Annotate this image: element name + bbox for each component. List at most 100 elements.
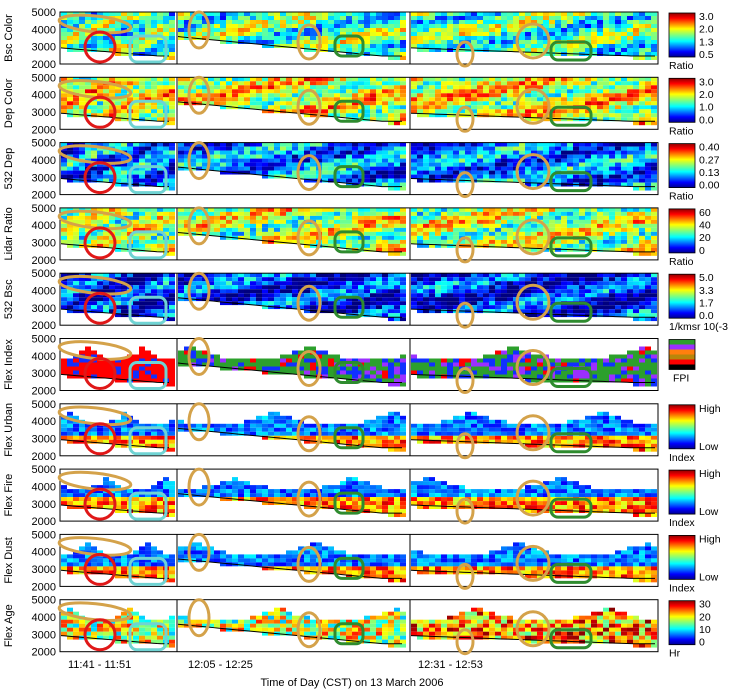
colorbar-tick-label: 20 <box>699 611 711 623</box>
colorbar <box>669 601 695 645</box>
colorbar-unit-label: Index <box>669 452 695 464</box>
y-tick-label: 2000 <box>32 255 56 267</box>
colorbar-tick-label: 1.3 <box>699 36 714 48</box>
colorbar-tick-label: 30 <box>699 599 711 611</box>
colorbar-swatch <box>669 365 695 370</box>
colorbar-tick-label: High <box>699 403 721 415</box>
y-tick-label: 3000 <box>32 172 56 184</box>
y-tick-label: 5000 <box>32 203 56 215</box>
y-tick-label: 2000 <box>32 124 56 136</box>
colorbar-tick-label: 3.0 <box>699 11 714 23</box>
y-tick-label: 4000 <box>32 286 56 298</box>
y-tick-label: 2000 <box>32 516 56 528</box>
y-tick-label: 3000 <box>32 238 56 250</box>
y-tick-label: 5000 <box>32 72 56 84</box>
colorbar <box>669 13 695 57</box>
colorbar <box>669 274 695 318</box>
x-axis-title: Time of Day (CST) on 13 March 2006 <box>261 677 444 689</box>
colorbar-tick-label: 5.0 <box>699 272 714 284</box>
y-tick-label: 3000 <box>32 303 56 315</box>
colorbar-tick-label: 10 <box>699 624 711 636</box>
colorbar-tick-label: 2.0 <box>699 89 714 101</box>
y-tick-label: 2000 <box>32 581 56 593</box>
y-tick-label: 3000 <box>32 433 56 445</box>
y-tick-label: 4000 <box>32 220 56 232</box>
panel-3: 532 Dep50004000300020000.400.270.130.00R… <box>3 138 720 203</box>
colorbar-tick-label: 0.0 <box>699 114 714 126</box>
x-segment-label: 11:41 - 11:51 <box>68 659 131 671</box>
x-segment-label: 12:05 - 12:25 <box>188 659 253 671</box>
y-tick-label: 5000 <box>32 464 56 476</box>
y-tick-label: 3000 <box>32 564 56 576</box>
colorbar-unit-label: Ratio <box>669 256 694 268</box>
colorbar-tick-label: 3.3 <box>699 285 714 297</box>
colorbar-tick-label: Low <box>699 571 719 583</box>
y-axis-label: Flex Urban <box>3 403 15 457</box>
y-axis-label: Flex Dust <box>3 537 15 583</box>
y-tick-label: 3000 <box>32 42 56 54</box>
y-axis-label: 532 Dep <box>3 148 15 190</box>
colorbar-tick-label: 3.0 <box>699 76 714 88</box>
colorbar-tick-label: 0.00 <box>699 180 720 192</box>
colorbar-unit-label: Ratio <box>669 60 694 72</box>
panel-1: Bsc Color50004000300020003.02.01.30.5Rat… <box>3 7 714 72</box>
y-tick-label: 4000 <box>32 481 56 493</box>
colorbar-unit-label: Hr <box>669 648 681 660</box>
panels-layer: Bsc Color50004000300020003.02.01.30.5Rat… <box>3 7 728 671</box>
colorbar-unit-label: FPI <box>673 373 689 385</box>
colorbar-tick-label: High <box>699 468 721 480</box>
y-axis-label: Flex Fire <box>3 474 15 517</box>
colorbar-unit-label: Index <box>669 582 695 594</box>
colorbar-tick-label: 0 <box>699 637 705 649</box>
y-tick-label: 5000 <box>32 595 56 607</box>
colorbar-tick-label: 0.27 <box>699 154 720 166</box>
colorbar-swatch <box>669 345 695 350</box>
colorbar <box>669 470 695 514</box>
colorbar-tick-label: Low <box>699 506 719 518</box>
y-tick-label: 2000 <box>32 320 56 332</box>
y-tick-label: 3000 <box>32 629 56 641</box>
colorbar <box>669 209 695 253</box>
panel-7: Flex Urban 5000 4000 3000 2000 High Low Index <box>3 399 721 464</box>
colorbar-tick-label: Low <box>699 441 719 453</box>
colorbar-tick-label: 0.13 <box>699 167 720 179</box>
colorbar-tick-label: High <box>699 533 721 545</box>
colorbar-tick-label: 20 <box>699 232 711 244</box>
y-axis-label: Flex Age <box>3 604 15 647</box>
y-tick-label: 2000 <box>32 451 56 463</box>
y-tick-label: 4000 <box>32 24 56 36</box>
panel-2: Dep Color50004000300020003.02.01.00.0Rat… <box>3 72 714 137</box>
colorbar <box>669 144 695 188</box>
colorbar-tick-label: 0 <box>699 245 705 257</box>
colorbar-tick-label: 40 <box>699 220 711 232</box>
colorbar <box>669 535 695 579</box>
colorbar-tick-label: 1.7 <box>699 298 714 310</box>
colorbar-unit-label: 1/kmsr 10(-3 <box>669 321 728 333</box>
x-segment-label: 12:31 - 12:53 <box>418 659 483 671</box>
y-tick-label: 3000 <box>32 368 56 380</box>
y-tick-label: 4000 <box>32 547 56 559</box>
y-tick-label: 2000 <box>32 190 56 202</box>
y-axis-label: Lidar Ratio <box>3 207 15 260</box>
colorbar-tick-label: 2.0 <box>699 24 714 36</box>
colorbar-swatch <box>669 340 695 345</box>
colorbar <box>669 78 695 122</box>
y-tick-label: 5000 <box>32 334 56 346</box>
y-tick-label: 4000 <box>32 612 56 624</box>
y-axis-label: Flex Index <box>3 339 15 390</box>
y-tick-label: 3000 <box>32 499 56 511</box>
y-tick-label: 5000 <box>32 399 56 411</box>
y-axis-label: 532 Bsc <box>3 279 15 319</box>
y-axis-label: Bsc Color <box>3 14 15 62</box>
y-tick-label: 4000 <box>32 416 56 428</box>
y-tick-label: 4000 <box>32 90 56 102</box>
y-tick-label: 2000 <box>32 59 56 71</box>
y-tick-label: 5000 <box>32 7 56 19</box>
y-axis-label: Dep Color <box>3 78 15 128</box>
y-tick-label: 2000 <box>32 647 56 659</box>
